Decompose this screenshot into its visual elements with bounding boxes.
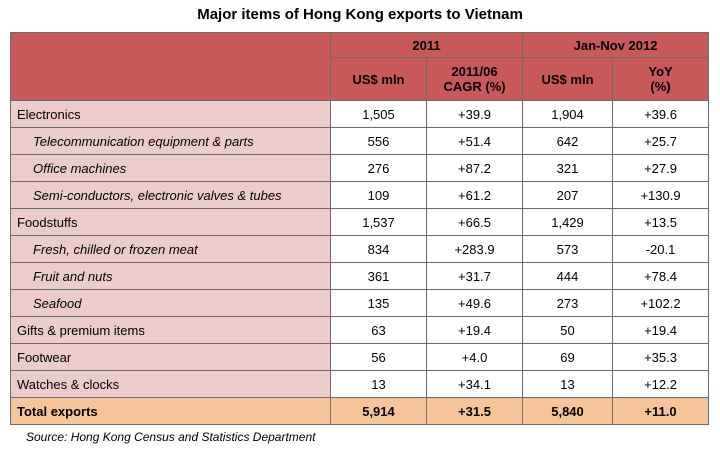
cell-value-2012: 573	[522, 235, 614, 263]
header-blank-cell	[10, 32, 331, 101]
cell-cagr: +51.4	[425, 127, 524, 155]
table-row: Fresh, chilled or frozen meat 834 +283.9…	[10, 235, 710, 263]
row-label: Gifts & premium items	[10, 316, 331, 344]
cell-value-2012: 207	[522, 181, 614, 209]
cell-yoy: +130.9	[612, 181, 710, 209]
row-label: Footwear	[10, 343, 331, 371]
cell-yoy: +12.2	[612, 370, 710, 398]
row-label: Electronics	[10, 100, 331, 128]
table-row: Semi-conductors, electronic valves & tub…	[10, 181, 710, 209]
cell-cagr: +19.4	[425, 316, 524, 344]
cell-value-2011: 13	[330, 370, 427, 398]
total-yoy: +11.0	[612, 397, 710, 425]
table-row: Electronics 1,505 +39.9 1,904 +39.6	[10, 100, 710, 128]
cell-value-2012: 444	[522, 262, 614, 290]
cell-yoy: +35.3	[612, 343, 710, 371]
table-header: 2011 Jan-Nov 2012 US$ mln 2011/06 CAGR (…	[10, 32, 710, 101]
cell-value-2011: 276	[330, 154, 427, 182]
cell-yoy: +19.4	[612, 316, 710, 344]
total-value-2011: 5,914	[330, 397, 427, 425]
cell-value-2011: 56	[330, 343, 427, 371]
header-col-yoy: YoY (%)	[612, 57, 710, 101]
cell-value-2012: 69	[522, 343, 614, 371]
cell-value-2011: 1,537	[330, 208, 427, 236]
cell-cagr: +4.0	[425, 343, 524, 371]
header-col-value-2012: US$ mln	[522, 57, 614, 101]
cell-yoy: +102.2	[612, 289, 710, 317]
table-row: Office machines 276 +87.2 321 +27.9	[10, 154, 710, 182]
total-cagr: +31.5	[425, 397, 524, 425]
cell-value-2012: 642	[522, 127, 614, 155]
exports-table: 2011 Jan-Nov 2012 US$ mln 2011/06 CAGR (…	[10, 32, 710, 425]
source-note: Source: Hong Kong Census and Statistics …	[26, 430, 316, 444]
cell-yoy: +13.5	[612, 208, 710, 236]
row-label: Fresh, chilled or frozen meat	[10, 235, 331, 263]
row-label: Fruit and nuts	[10, 262, 331, 290]
cell-cagr: +66.5	[425, 208, 524, 236]
table-row: Gifts & premium items 63 +19.4 50 +19.4	[10, 316, 710, 344]
cell-cagr: +87.2	[425, 154, 524, 182]
total-label: Total exports	[10, 397, 331, 425]
total-row: Total exports 5,914 +31.5 5,840 +11.0	[10, 397, 710, 425]
row-label: Office machines	[10, 154, 331, 182]
table-title: Major items of Hong Kong exports to Viet…	[197, 6, 523, 23]
cell-value-2012: 50	[522, 316, 614, 344]
row-label: Seafood	[10, 289, 331, 317]
cell-cagr: +34.1	[425, 370, 524, 398]
cell-cagr: +61.2	[425, 181, 524, 209]
total-value-2012: 5,840	[522, 397, 614, 425]
table-body: Electronics 1,505 +39.9 1,904 +39.6 Tele…	[10, 100, 710, 425]
cell-value-2012: 1,904	[522, 100, 614, 128]
cell-value-2011: 63	[330, 316, 427, 344]
cell-value-2012: 273	[522, 289, 614, 317]
table-row: Seafood 135 +49.6 273 +102.2	[10, 289, 710, 317]
table-row: Fruit and nuts 361 +31.7 444 +78.4	[10, 262, 710, 290]
header-col-value-2011: US$ mln	[330, 57, 427, 101]
cell-cagr: +31.7	[425, 262, 524, 290]
header-yoy-line2: (%)	[650, 79, 671, 94]
cell-value-2011: 361	[330, 262, 427, 290]
row-label: Semi-conductors, electronic valves & tub…	[10, 181, 331, 209]
row-label: Foodstuffs	[10, 208, 331, 236]
cell-value-2012: 321	[522, 154, 614, 182]
cell-value-2012: 1,429	[522, 208, 614, 236]
header-col-cagr: 2011/06 CAGR (%)	[425, 57, 524, 101]
header-yoy-line1: YoY	[648, 64, 673, 79]
exports-table-container: 2011 Jan-Nov 2012 US$ mln 2011/06 CAGR (…	[10, 32, 710, 425]
cell-value-2011: 135	[330, 289, 427, 317]
cell-value-2012: 13	[522, 370, 614, 398]
cell-value-2011: 109	[330, 181, 427, 209]
table-row: Footwear 56 +4.0 69 +35.3	[10, 343, 710, 371]
cell-value-2011: 1,505	[330, 100, 427, 128]
cell-cagr: +283.9	[425, 235, 524, 263]
cell-cagr: +39.9	[425, 100, 524, 128]
table-row: Telecommunication equipment & parts 556 …	[10, 127, 710, 155]
cell-value-2011: 834	[330, 235, 427, 263]
cell-yoy: -20.1	[612, 235, 710, 263]
header-cagr-line1: 2011/06	[451, 64, 498, 79]
cell-yoy: +78.4	[612, 262, 710, 290]
row-label: Telecommunication equipment & parts	[10, 127, 331, 155]
header-group-2012: Jan-Nov 2012	[522, 32, 710, 58]
cell-value-2011: 556	[330, 127, 427, 155]
header-group-2011: 2011	[329, 32, 524, 58]
row-label: Watches & clocks	[10, 370, 331, 398]
table-row: Watches & clocks 13 +34.1 13 +12.2	[10, 370, 710, 398]
cell-cagr: +49.6	[425, 289, 524, 317]
cell-yoy: +27.9	[612, 154, 710, 182]
cell-yoy: +25.7	[612, 127, 710, 155]
header-cagr-line2: CAGR (%)	[443, 79, 506, 94]
cell-yoy: +39.6	[612, 100, 710, 128]
table-row: Foodstuffs 1,537 +66.5 1,429 +13.5	[10, 208, 710, 236]
